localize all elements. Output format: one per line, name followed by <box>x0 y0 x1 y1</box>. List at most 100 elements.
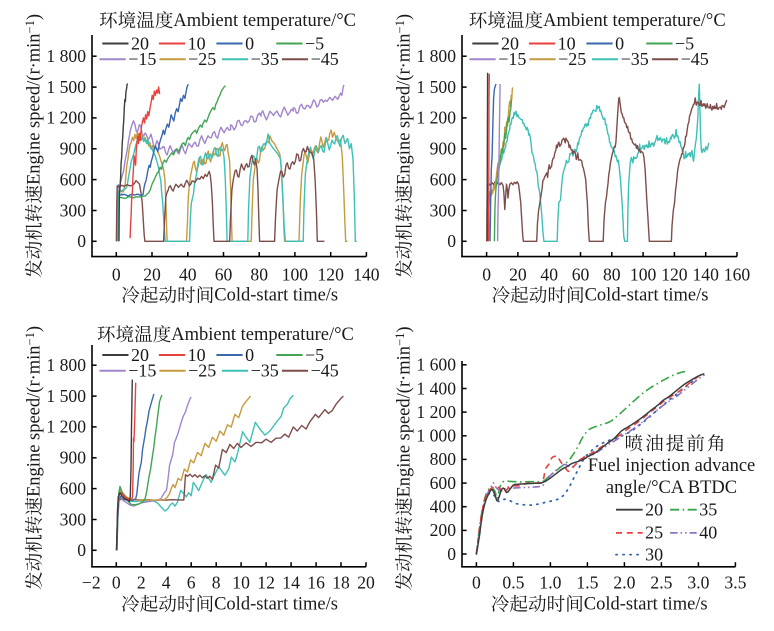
svg-text:Ambient temperature/°C: Ambient temperature/°C <box>543 11 726 31</box>
svg-text:200: 200 <box>430 520 457 540</box>
svg-text:100: 100 <box>282 265 309 285</box>
svg-text:1 200: 1 200 <box>416 108 456 128</box>
svg-text:−2: −2 <box>82 573 101 593</box>
svg-text:1 800: 1 800 <box>46 46 86 66</box>
svg-text:20: 20 <box>509 265 527 285</box>
svg-text:20: 20 <box>131 33 149 53</box>
svg-text:Fuel injection advance: Fuel injection advance <box>588 456 755 476</box>
svg-text:18: 18 <box>332 573 350 593</box>
svg-text:Engine speed/(r·min−1): Engine speed/(r·min−1) <box>23 14 45 185</box>
svg-text:8: 8 <box>212 573 221 593</box>
svg-text:40: 40 <box>699 523 717 543</box>
svg-text:600: 600 <box>60 478 87 498</box>
svg-text:140: 140 <box>353 265 380 285</box>
svg-text:1 000: 1 000 <box>416 426 456 446</box>
svg-text:Cold-start time/s: Cold-start time/s <box>214 595 338 615</box>
svg-text:60: 60 <box>215 265 233 285</box>
svg-text:1 600: 1 600 <box>416 355 456 375</box>
svg-text:12: 12 <box>257 573 275 593</box>
svg-text:60: 60 <box>572 265 590 285</box>
svg-text:Engine speed/(r·min−1): Engine speed/(r·min−1) <box>393 14 415 185</box>
svg-text:2.5: 2.5 <box>650 573 672 593</box>
svg-text:3.5: 3.5 <box>724 573 746 593</box>
svg-text:30: 30 <box>645 544 663 564</box>
svg-text:−15: −15 <box>128 361 156 381</box>
svg-text:−45: −45 <box>311 361 339 381</box>
svg-text:80: 80 <box>603 265 621 285</box>
svg-text:angle/°CA BTDC: angle/°CA BTDC <box>606 478 737 498</box>
svg-text:300: 300 <box>430 200 457 220</box>
svg-text:−45: −45 <box>311 49 339 69</box>
svg-text:0: 0 <box>245 345 254 365</box>
svg-text:0: 0 <box>615 33 624 53</box>
svg-text:−35: −35 <box>251 49 279 69</box>
svg-text:600: 600 <box>430 473 457 493</box>
svg-text:10: 10 <box>188 33 206 53</box>
svg-text:−15: −15 <box>498 49 526 69</box>
svg-text:900: 900 <box>60 448 87 468</box>
svg-text:Cold-start time/s: Cold-start time/s <box>584 595 708 615</box>
svg-text:0: 0 <box>77 231 86 251</box>
svg-text:1 400: 1 400 <box>416 378 456 398</box>
svg-text:0: 0 <box>245 33 254 53</box>
svg-text:20: 20 <box>501 33 519 53</box>
svg-text:20: 20 <box>645 500 663 520</box>
svg-text:−25: −25 <box>188 49 216 69</box>
svg-text:−25: −25 <box>558 49 586 69</box>
svg-text:20: 20 <box>357 573 375 593</box>
svg-text:800: 800 <box>430 449 457 469</box>
svg-text:0: 0 <box>77 540 86 560</box>
svg-text:80: 80 <box>250 265 268 285</box>
svg-text:10: 10 <box>188 345 206 365</box>
svg-text:4: 4 <box>162 573 171 593</box>
svg-text:1 800: 1 800 <box>46 355 86 375</box>
svg-text:0: 0 <box>112 573 121 593</box>
svg-text:25: 25 <box>645 523 663 543</box>
svg-text:−35: −35 <box>251 361 279 381</box>
svg-text:600: 600 <box>60 169 87 189</box>
svg-text:−15: −15 <box>128 49 156 69</box>
svg-text:35: 35 <box>699 500 717 520</box>
svg-text:140: 140 <box>693 265 720 285</box>
svg-text:20: 20 <box>131 345 149 365</box>
svg-text:2.0: 2.0 <box>613 573 635 593</box>
svg-text:−5: −5 <box>675 33 694 53</box>
svg-text:−5: −5 <box>305 33 324 53</box>
svg-text:Cold-start time/s: Cold-start time/s <box>214 286 338 306</box>
svg-text:120: 120 <box>318 265 345 285</box>
svg-text:3.0: 3.0 <box>687 573 709 593</box>
svg-text:900: 900 <box>60 139 87 159</box>
svg-text:Ambient temperature/°C: Ambient temperature/°C <box>171 325 354 345</box>
svg-text:1 500: 1 500 <box>46 386 86 406</box>
svg-text:10: 10 <box>558 33 576 53</box>
svg-text:16: 16 <box>307 573 325 593</box>
svg-text:0: 0 <box>447 544 456 564</box>
svg-text:40: 40 <box>179 265 197 285</box>
svg-text:300: 300 <box>60 509 87 529</box>
svg-text:10: 10 <box>232 573 250 593</box>
svg-text:0: 0 <box>112 265 121 285</box>
svg-text:300: 300 <box>60 200 87 220</box>
svg-text:−35: −35 <box>621 49 649 69</box>
svg-text:100: 100 <box>630 265 657 285</box>
svg-text:1 500: 1 500 <box>416 77 456 97</box>
svg-text:1 500: 1 500 <box>46 77 86 97</box>
svg-text:Cold-start time/s: Cold-start time/s <box>585 286 709 306</box>
svg-text:20: 20 <box>143 265 161 285</box>
svg-text:160: 160 <box>724 265 751 285</box>
svg-text:−25: −25 <box>188 361 216 381</box>
svg-text:400: 400 <box>430 497 457 517</box>
svg-text:0: 0 <box>472 573 481 593</box>
svg-text:1.0: 1.0 <box>539 573 561 593</box>
svg-text:1 200: 1 200 <box>416 402 456 422</box>
svg-text:1 200: 1 200 <box>46 417 86 437</box>
svg-text:Engine speed/(r·min−1): Engine speed/(r·min−1) <box>23 326 45 497</box>
svg-text:−5: −5 <box>305 345 324 365</box>
svg-text:1.5: 1.5 <box>576 573 598 593</box>
svg-text:14: 14 <box>282 573 300 593</box>
svg-text:0: 0 <box>482 265 491 285</box>
svg-text:40: 40 <box>540 265 558 285</box>
svg-text:1 200: 1 200 <box>46 108 86 128</box>
svg-text:120: 120 <box>661 265 688 285</box>
svg-text:1 800: 1 800 <box>416 46 456 66</box>
